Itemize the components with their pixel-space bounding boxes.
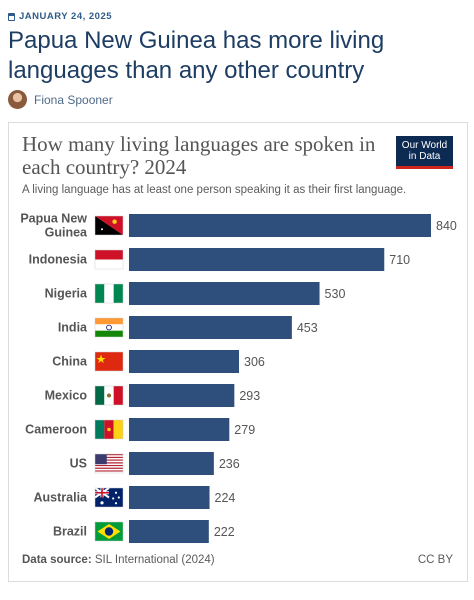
india-flag [94, 317, 124, 338]
bar-us[interactable] [129, 452, 214, 475]
value-label: 530 [325, 287, 346, 301]
article-date: JANUARY 24, 2025 [19, 11, 113, 22]
value-label: 453 [297, 321, 318, 335]
chart-title: How many living languages are spoken in … [22, 132, 376, 179]
bar-mexico[interactable] [129, 384, 235, 407]
bar-australia[interactable] [129, 486, 210, 509]
papua-new-guinea-flag [94, 215, 124, 236]
author-name[interactable]: Fiona Spooner [34, 92, 113, 107]
data-source-text: SIL International (2024) [94, 554, 215, 566]
category-label: Brazil [53, 525, 87, 539]
bar-brazil[interactable] [129, 520, 209, 543]
value-label: 279 [234, 423, 255, 437]
date-row: JANUARY 24, 2025 [8, 11, 112, 22]
indonesia-flag [94, 249, 124, 270]
bar-nigeria[interactable] [129, 282, 320, 305]
author-row[interactable]: Fiona Spooner [8, 90, 113, 109]
category-label: India [58, 321, 88, 335]
mexico-flag [94, 385, 124, 406]
brazil-flag [94, 521, 124, 542]
calendar-icon [8, 12, 15, 21]
australia-flag [94, 487, 124, 508]
article-title: Papua New Guinea has more living languag… [8, 27, 385, 84]
logo-line-2: in Data [408, 151, 441, 162]
category-label: China [52, 355, 88, 369]
data-source-label: Data source: [22, 554, 92, 566]
category-label: Cameroon [25, 423, 87, 437]
category-label: Australia [34, 491, 89, 505]
chart-subtitle: A living language has at least one perso… [22, 184, 407, 196]
avatar [8, 90, 27, 109]
us-flag [94, 453, 124, 474]
category-label: Papua New Guinea [20, 212, 88, 240]
china-flag [94, 351, 124, 372]
value-label: 840 [436, 219, 457, 233]
bar-indonesia[interactable] [129, 248, 385, 271]
owid-logo[interactable]: Our World in Data [396, 136, 453, 169]
value-label: 710 [389, 253, 410, 267]
category-label: Mexico [45, 389, 88, 403]
bar-cameroon[interactable] [129, 418, 230, 441]
chart-card: How many living languages are spoken in … [8, 122, 468, 582]
cameroon-flag [94, 419, 124, 440]
bar-papua-new-guinea[interactable] [129, 214, 431, 237]
category-label: Indonesia [29, 253, 88, 267]
bar-india[interactable] [129, 316, 292, 339]
category-label: US [70, 457, 87, 471]
license-link[interactable]: CC BY [417, 554, 453, 566]
value-label: 236 [219, 457, 240, 471]
category-label: Nigeria [45, 287, 88, 301]
logo-line-1: Our World [401, 140, 448, 151]
value-label: 224 [215, 491, 236, 505]
data-source: Data source: SIL International (2024) [22, 554, 215, 566]
value-label: 222 [214, 525, 235, 539]
nigeria-flag [94, 283, 124, 304]
bar-chart: Papua New Guinea 840 Indonesia 710 Nigeria 530… [20, 212, 457, 543]
value-label: 293 [239, 389, 260, 403]
bar-china[interactable] [129, 350, 240, 373]
value-label: 306 [244, 355, 265, 369]
